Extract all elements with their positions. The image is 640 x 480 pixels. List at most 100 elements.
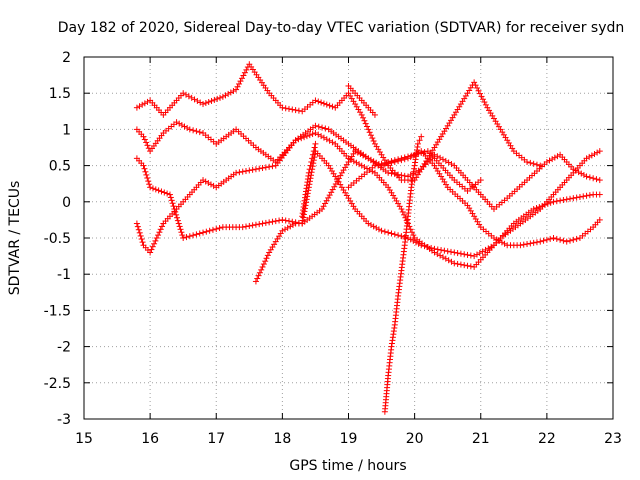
- data-point: [206, 227, 213, 234]
- data-point: [437, 154, 444, 161]
- data-point: [292, 137, 299, 144]
- data-point: [447, 248, 454, 255]
- data-point: [237, 78, 244, 85]
- data-point: [323, 101, 330, 108]
- data-point: [205, 98, 212, 105]
- data-point: [136, 103, 143, 110]
- data-point: [366, 129, 373, 136]
- data-point: [322, 200, 329, 207]
- data-point: [586, 153, 593, 160]
- data-point: [147, 249, 154, 256]
- data-point: [217, 94, 224, 101]
- data-point: [560, 196, 567, 203]
- data-point: [329, 103, 336, 110]
- data-point: [364, 123, 371, 130]
- data-point: [326, 192, 333, 199]
- data-point: [399, 208, 406, 215]
- data-point: [133, 104, 140, 111]
- data-point: [166, 191, 173, 198]
- data-point: [213, 225, 220, 232]
- data-point: [144, 175, 151, 182]
- data-point: [360, 152, 367, 159]
- data-point: [279, 216, 286, 223]
- data-point: [305, 169, 312, 176]
- data-point: [299, 220, 306, 227]
- data-point: [252, 278, 259, 285]
- data-point: [299, 217, 306, 224]
- data-point: [356, 161, 363, 168]
- data-point: [553, 198, 560, 205]
- data-point: [170, 203, 177, 210]
- data-point: [583, 173, 590, 180]
- data-point: [540, 237, 547, 244]
- data-point: [308, 169, 315, 176]
- data-point: [428, 244, 435, 251]
- data-point: [537, 238, 544, 245]
- data-point: [143, 139, 150, 146]
- data-point: [256, 269, 263, 276]
- data-point: [320, 203, 327, 210]
- data-point: [588, 152, 595, 159]
- data-point: [205, 179, 212, 186]
- data-point: [410, 232, 417, 239]
- data-point: [461, 262, 468, 269]
- data-point: [269, 163, 276, 170]
- data-point: [287, 223, 294, 230]
- data-point: [315, 131, 322, 138]
- data-point: [418, 133, 425, 140]
- data-point: [322, 125, 329, 132]
- data-point: [385, 229, 392, 236]
- data-point: [378, 160, 385, 167]
- data-point: [391, 157, 398, 164]
- x-axis-tick-labels: 15 16 17 18 19 20 21 22 23: [75, 431, 622, 447]
- data-point: [401, 154, 408, 161]
- data-point: [388, 230, 395, 237]
- data-point: [442, 255, 449, 262]
- data-point: [264, 252, 271, 259]
- data-point: [310, 148, 317, 155]
- data-point: [152, 186, 159, 193]
- data-point: [243, 223, 250, 230]
- data-point: [391, 231, 398, 238]
- data-point: [517, 242, 524, 249]
- y-tick-label: -1.5: [44, 303, 71, 319]
- data-point: [473, 251, 480, 258]
- data-point: [155, 232, 162, 239]
- data-point: [190, 127, 197, 134]
- data-point: [434, 246, 441, 253]
- data-point: [498, 239, 505, 246]
- data-point: [312, 130, 319, 137]
- data-point: [471, 253, 478, 260]
- data-point: [272, 218, 279, 225]
- data-point: [186, 233, 193, 240]
- data-point: [573, 235, 580, 242]
- data-point: [188, 94, 195, 101]
- data-point: [395, 171, 402, 178]
- data-point: [203, 228, 210, 235]
- y-tick-label: -2: [57, 340, 71, 356]
- data-point: [258, 266, 265, 273]
- data-point: [543, 236, 550, 243]
- data-point: [309, 151, 316, 158]
- data-point: [279, 227, 286, 234]
- data-point: [520, 241, 527, 248]
- data-point: [557, 236, 564, 243]
- data-point: [200, 229, 207, 236]
- data-point: [350, 158, 357, 165]
- data-point: [365, 126, 372, 133]
- data-point: [176, 223, 183, 230]
- data-point: [315, 98, 322, 105]
- series-track-8: [345, 82, 378, 118]
- data-point: [407, 236, 414, 243]
- data-point: [567, 195, 574, 202]
- data-point: [178, 229, 185, 236]
- data-point: [331, 183, 338, 190]
- data-point: [181, 123, 188, 130]
- data-point: [361, 117, 368, 124]
- data-point: [269, 218, 276, 225]
- data-point: [177, 226, 184, 233]
- data-point: [412, 239, 419, 246]
- data-point: [441, 247, 448, 254]
- data-point: [256, 165, 263, 172]
- series-track-2: [133, 119, 603, 213]
